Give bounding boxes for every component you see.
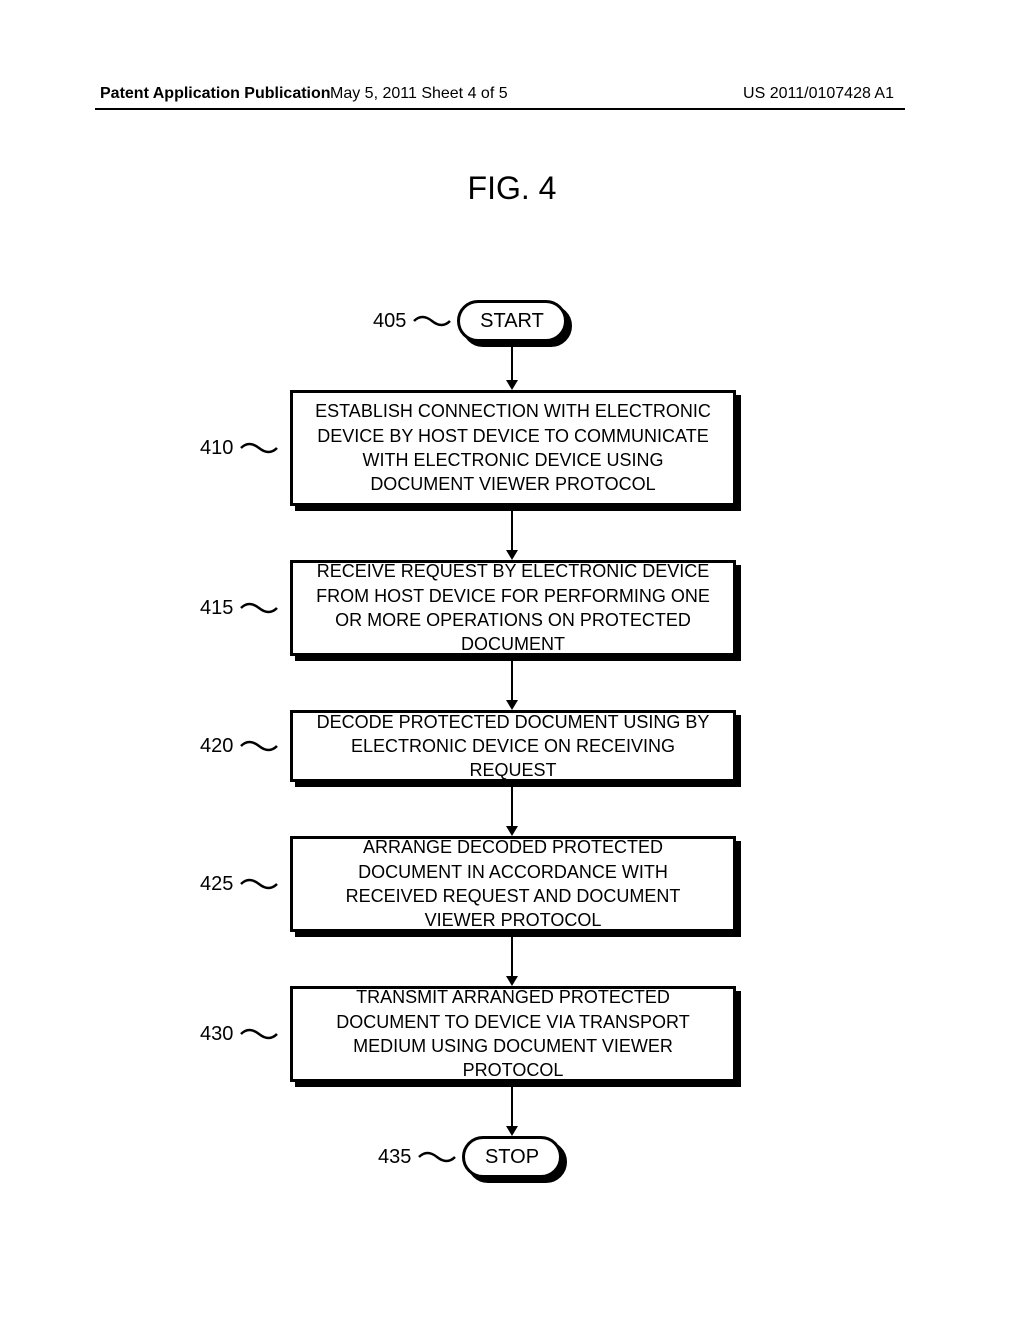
arrow-head-icon (506, 1126, 518, 1136)
flowchart-node-step4: 425 (200, 836, 279, 932)
node-label: 405 (373, 310, 406, 333)
connector-tilde-icon (239, 736, 279, 756)
header-patent-number: US 2011/0107428 A1 (743, 85, 894, 103)
terminal-box: STOP (462, 1136, 562, 1178)
flowchart-node-step2: 415 (200, 560, 279, 656)
arrow-line (511, 511, 513, 550)
arrow-line (511, 937, 513, 976)
connector-tilde-icon (239, 1024, 279, 1044)
node-label: 435 (378, 1146, 411, 1169)
connector-tilde-icon (239, 598, 279, 618)
arrow-head-icon (506, 700, 518, 710)
arrow-line (511, 661, 513, 700)
process-box: ARRANGE DECODED PROTECTED DOCUMENT IN AC… (290, 836, 736, 932)
node-label: 410 (200, 437, 233, 460)
process-box: DECODE PROTECTED DOCUMENT USING BY ELECT… (290, 710, 736, 782)
arrow-line (511, 1087, 513, 1126)
node-label: 420 (200, 735, 233, 758)
connector-tilde-icon (417, 1147, 457, 1167)
arrow-head-icon (506, 380, 518, 390)
connector-tilde-icon (239, 874, 279, 894)
page-header: Patent Application Publication May 5, 20… (0, 85, 1024, 103)
figure-title: FIG. 4 (0, 170, 1024, 207)
connector-tilde-icon (239, 438, 279, 458)
node-label: 415 (200, 597, 233, 620)
flowchart-node-step3: 420 (200, 710, 279, 782)
process-box: ESTABLISH CONNECTION WITH ELECTRONIC DEV… (290, 390, 736, 506)
arrow-line (511, 347, 513, 380)
flowchart-node-stop: 435 (378, 1136, 457, 1178)
flowchart-node-step1: 410 (200, 390, 279, 506)
header-publication: Patent Application Publication (100, 85, 331, 103)
arrow-line (511, 787, 513, 826)
header-divider (95, 108, 905, 110)
process-box: RECEIVE REQUEST BY ELECTRONIC DEVICE FRO… (290, 560, 736, 656)
node-label: 430 (200, 1023, 233, 1046)
flowchart-node-start: 405 (373, 300, 452, 342)
connector-tilde-icon (412, 311, 452, 331)
terminal-box: START (457, 300, 567, 342)
node-label: 425 (200, 873, 233, 896)
process-box: TRANSMIT ARRANGED PROTECTED DOCUMENT TO … (290, 986, 736, 1082)
flowchart-node-step5: 430 (200, 986, 279, 1082)
header-date-sheet: May 5, 2011 Sheet 4 of 5 (330, 85, 508, 103)
